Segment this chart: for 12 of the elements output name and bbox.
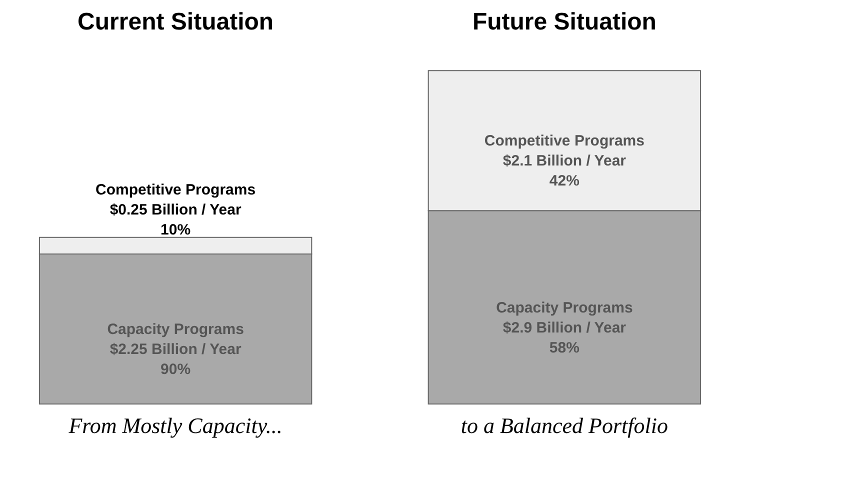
text: Competitive Programs: [484, 132, 644, 150]
x-tick-label: Current Situation: [78, 8, 274, 36]
series-label: Capacity Programs: [107, 321, 244, 338]
data-label: $0.25 Billion / Year 10%: [110, 201, 242, 238]
text: to a Balanced Portfolio: [460, 413, 668, 438]
text: Competitive Programs: [96, 181, 256, 198]
data-label: $2.25 Billion / Year 90%: [110, 341, 242, 378]
data-label: $2.9 Billion / Year 58%: [502, 319, 626, 356]
x-tick-label: Future Situation: [472, 8, 656, 36]
text: From Mostly Capacity...: [68, 413, 282, 438]
text: Capacity Programs: [496, 299, 633, 316]
data-label: $2.1 Billion / Year 42%: [502, 152, 626, 190]
